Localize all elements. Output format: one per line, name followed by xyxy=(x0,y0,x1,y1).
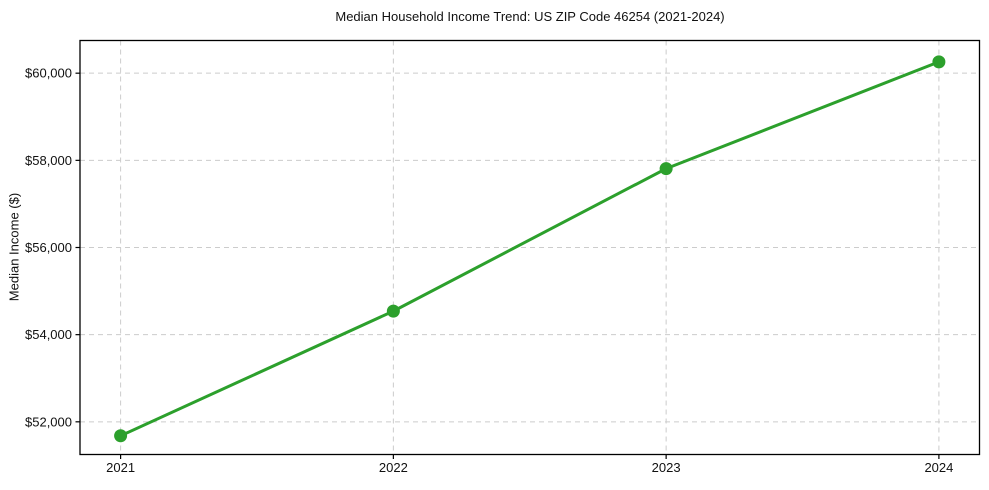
data-line xyxy=(119,60,941,438)
y-tick-label: $58,000 xyxy=(25,153,72,168)
x-tick-label: 2024 xyxy=(924,460,953,475)
y-tick-label: $52,000 xyxy=(25,414,72,429)
y-tick-label: $56,000 xyxy=(25,240,72,255)
x-tick-label: 2023 xyxy=(652,460,681,475)
data-point xyxy=(386,304,400,318)
data-point xyxy=(114,429,128,443)
data-point xyxy=(932,55,946,69)
y-tick-label: $60,000 xyxy=(25,66,72,81)
chart-title: Median Household Income Trend: US ZIP Co… xyxy=(335,9,725,24)
x-tick-label: 2022 xyxy=(379,460,408,475)
y-tick-label: $54,000 xyxy=(25,327,72,342)
data-point xyxy=(659,162,673,176)
x-tick-label: 2021 xyxy=(106,460,135,475)
